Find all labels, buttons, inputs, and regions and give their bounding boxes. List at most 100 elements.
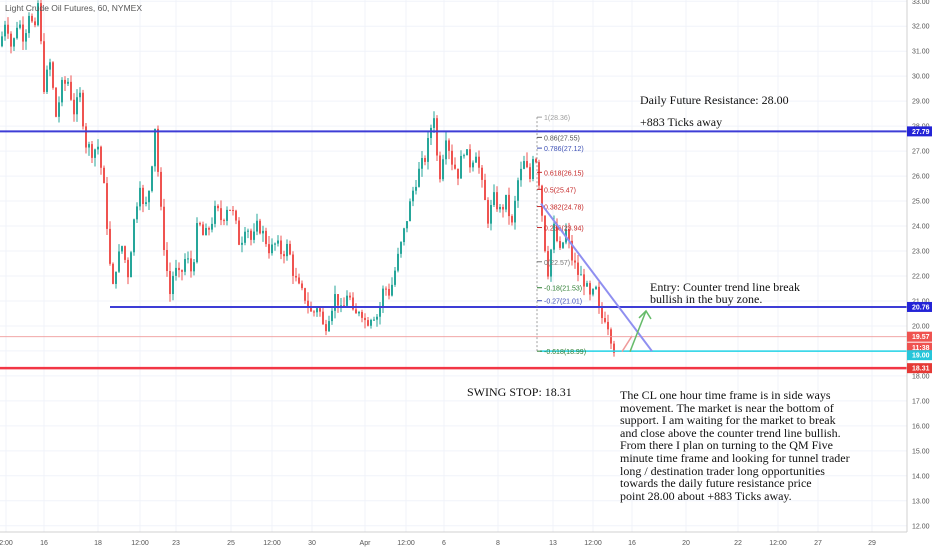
candle-body — [568, 229, 570, 241]
candle-body — [436, 118, 438, 156]
candle-body — [448, 140, 450, 151]
candle-body — [409, 201, 411, 222]
price-badge-label: 19.57 — [912, 334, 930, 341]
candle-body — [157, 128, 159, 172]
candle-body — [391, 284, 393, 296]
projection-arrow — [629, 310, 647, 352]
candle-body — [481, 167, 483, 180]
candle-body — [475, 156, 477, 163]
time-axis-background — [0, 532, 932, 550]
candle-body — [103, 167, 105, 184]
time-axis-tick-label: 12:00 — [769, 540, 787, 547]
candle-body — [268, 244, 270, 254]
candle-body — [169, 271, 171, 295]
description-line: The CL one hour time frame is in side wa… — [620, 388, 831, 402]
price-axis-tick-label: 23.00 — [912, 249, 930, 256]
candle-body — [166, 249, 168, 272]
candle-body — [442, 159, 444, 180]
candle-body — [358, 311, 360, 314]
candle-body — [13, 38, 15, 47]
candle-body — [361, 311, 363, 318]
candle-body — [298, 277, 300, 284]
price-axis-tick-label: 14.00 — [912, 473, 930, 480]
price-axis-tick-label: 26.00 — [912, 174, 930, 181]
candle-body — [307, 300, 309, 307]
price-axis-tick-label: 18.00 — [912, 373, 930, 380]
candle-body — [100, 146, 102, 168]
candle-body — [355, 309, 357, 314]
time-axis-tick-label: 13 — [549, 540, 557, 547]
candle-body — [67, 81, 69, 84]
time-axis-tick-label: 12:00 — [397, 540, 415, 547]
candle-body — [118, 251, 120, 272]
candle-body — [217, 205, 219, 209]
candle-body — [286, 243, 288, 257]
candle-body — [364, 317, 366, 321]
candle-body — [280, 240, 282, 255]
fib-level-label: -0.27(21.01) — [544, 299, 582, 306]
price-axis-tick-label: 15.00 — [912, 448, 930, 455]
candle-body — [484, 179, 486, 201]
candle-body — [175, 267, 177, 276]
candle-body — [433, 118, 435, 128]
candle-body — [595, 286, 597, 289]
candle-body — [277, 240, 279, 244]
candle-body — [571, 240, 573, 261]
candle-body — [121, 246, 123, 252]
candle-body — [202, 224, 204, 236]
fib-level-label: 0.236(23.94) — [544, 226, 584, 233]
price-badge-label: 20.76 — [912, 304, 930, 311]
candle-body — [544, 215, 546, 252]
candle-body — [142, 187, 144, 205]
candle-body — [61, 79, 63, 103]
description-line: minute time frame and looking for tunnel… — [620, 450, 850, 465]
price-axis-background — [907, 0, 932, 550]
candle-body — [550, 249, 552, 277]
candle-body — [214, 205, 216, 224]
time-axis-tick-label: 12:00 — [131, 540, 149, 547]
candle-body — [538, 162, 540, 186]
fib-level-label: 0.86(27.55) — [544, 135, 580, 142]
candle-body — [232, 210, 234, 212]
candle-body — [331, 310, 333, 322]
candle-body — [604, 318, 606, 322]
time-axis-tick-label: 8 — [496, 540, 500, 547]
candle-body — [181, 270, 183, 272]
candle-body — [130, 252, 132, 278]
candle-body — [505, 194, 507, 210]
candle-body — [421, 158, 423, 169]
counter-trend-line — [540, 202, 653, 352]
candle-body — [16, 27, 18, 39]
candle-body — [229, 209, 231, 211]
candle-body — [271, 244, 273, 254]
candle-body — [415, 186, 417, 191]
time-axis-tick-label: 30 — [308, 540, 316, 547]
candle-body — [529, 167, 531, 180]
candle-body — [133, 219, 135, 253]
candle-body — [376, 316, 378, 320]
candle-body — [367, 320, 369, 326]
candle-body — [28, 15, 30, 34]
candle-body — [136, 206, 138, 220]
price-axis-tick-label: 24.00 — [912, 224, 930, 231]
candle-body — [106, 183, 108, 229]
time-axis-tick-label: 2:00 — [0, 540, 13, 547]
candle-body — [25, 33, 27, 42]
candle-body — [385, 288, 387, 290]
price-axis-tick-label: 33.00 — [912, 0, 930, 6]
time-axis-tick-label: 12:00 — [584, 540, 602, 547]
candles-group — [1, 0, 615, 357]
candle-body — [337, 294, 339, 306]
entry-note-line-2: bullish in the buy zone. — [650, 292, 763, 306]
candle-body — [535, 159, 537, 163]
candle-body — [502, 206, 504, 210]
candle-body — [7, 24, 9, 34]
candle-body — [109, 228, 111, 264]
candle-body — [526, 161, 528, 168]
price-badge-label: 11:38 — [912, 345, 930, 352]
candle-body — [322, 311, 324, 325]
candle-body — [292, 254, 294, 276]
candle-body — [226, 209, 228, 221]
